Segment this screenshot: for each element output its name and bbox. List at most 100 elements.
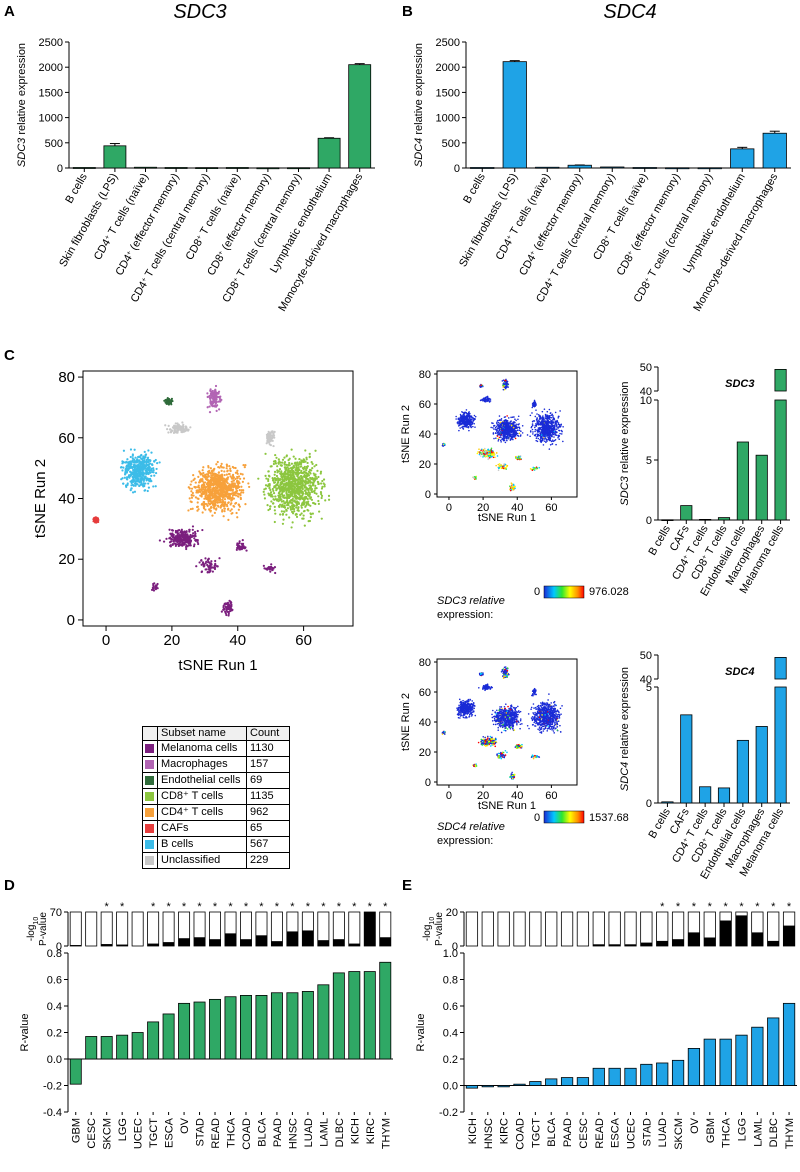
cell-point <box>232 482 235 485</box>
cell-point <box>220 479 224 482</box>
cell-point <box>199 480 202 483</box>
cell-point <box>275 474 279 478</box>
cell-point <box>212 483 216 486</box>
cell-point <box>291 521 294 524</box>
cell-point <box>190 480 193 483</box>
cell-point <box>497 421 500 424</box>
cell-point <box>195 538 198 542</box>
cell-point <box>545 420 548 422</box>
y-tick-label: 500 <box>442 138 460 150</box>
cell-point <box>546 427 549 430</box>
cell-point <box>144 455 147 459</box>
cell-point <box>152 485 155 488</box>
cell-point <box>534 428 537 431</box>
cell-point <box>470 421 472 423</box>
cell-point <box>512 433 515 435</box>
cell-point <box>238 482 241 485</box>
cell-point <box>504 441 507 444</box>
cell-point <box>171 532 174 535</box>
cell-point <box>304 460 307 463</box>
cell-point <box>221 486 224 489</box>
bar-monocyte-derived-macrophages <box>762 132 787 169</box>
cell-point <box>282 475 286 478</box>
cell-point <box>295 515 299 518</box>
cell-point <box>559 432 561 435</box>
cell-point <box>554 430 557 433</box>
cell-point <box>275 489 278 492</box>
cell-point <box>185 534 188 537</box>
cell-point <box>168 399 171 402</box>
cell-point <box>267 434 270 437</box>
cell-point <box>320 494 324 497</box>
cell-point <box>550 440 553 443</box>
cell-point <box>301 484 304 487</box>
cell-point <box>321 479 324 483</box>
cell-point <box>292 479 295 482</box>
cell-point <box>267 478 270 481</box>
cell-point <box>277 458 280 461</box>
cell-point <box>466 414 469 417</box>
cell-point <box>270 563 273 566</box>
cell-point <box>458 429 460 432</box>
cell-point <box>271 495 274 498</box>
cell-point <box>300 465 303 468</box>
cell-point <box>534 426 536 429</box>
cell-point <box>457 425 460 427</box>
cell-point <box>537 422 540 424</box>
cell-point <box>229 609 232 613</box>
cell-point <box>145 479 148 482</box>
cell-point <box>556 420 559 423</box>
cell-point <box>549 433 551 435</box>
cell-point <box>322 478 326 481</box>
cell-point <box>272 489 275 492</box>
cell-point <box>238 545 241 549</box>
cell-point <box>213 477 216 480</box>
cell-point <box>275 487 278 490</box>
cell-point <box>138 484 141 488</box>
cell-point <box>488 455 491 457</box>
cell-point <box>229 492 232 496</box>
cell-point <box>152 467 155 470</box>
cell-point <box>154 458 157 462</box>
cell-point <box>298 457 301 461</box>
cell-point <box>206 484 210 487</box>
cell-point <box>273 481 277 484</box>
cell-point <box>190 487 194 490</box>
cell-point <box>199 488 202 491</box>
cell-point <box>266 504 269 507</box>
cell-point <box>317 495 320 498</box>
cell-point <box>314 502 317 506</box>
cell-point <box>292 464 295 467</box>
x-tick-label-lymphatic-endothelium: Lymphatic endothelium <box>681 172 748 276</box>
cell-point <box>499 426 501 429</box>
cell-point <box>552 419 554 421</box>
cell-point <box>544 437 547 440</box>
cell-point <box>228 605 231 609</box>
cell-point <box>327 498 331 501</box>
cell-point <box>297 482 301 485</box>
cell-point <box>241 480 244 483</box>
cell-point <box>158 461 161 464</box>
cell-point <box>201 486 205 489</box>
y-axis-label: SDC3 relative expression <box>16 43 28 167</box>
cell-point <box>502 467 505 470</box>
cell-point <box>278 468 282 471</box>
cell-point <box>313 465 316 468</box>
cell-point <box>263 497 267 500</box>
cell-point <box>156 587 159 590</box>
x-tick-label: 40 <box>229 632 246 649</box>
cell-point <box>552 415 554 417</box>
cell-point <box>465 420 468 422</box>
cell-point <box>508 432 510 434</box>
cell-point <box>536 440 539 443</box>
cell-point <box>503 423 506 426</box>
cell-point <box>463 415 466 417</box>
cell-points <box>441 378 564 492</box>
cell-point <box>158 539 161 542</box>
cell-point <box>292 472 295 476</box>
cell-point <box>147 486 151 489</box>
cell-point <box>175 530 178 533</box>
cell-point <box>490 426 492 429</box>
cell-point <box>552 416 554 418</box>
cell-point <box>193 477 196 480</box>
